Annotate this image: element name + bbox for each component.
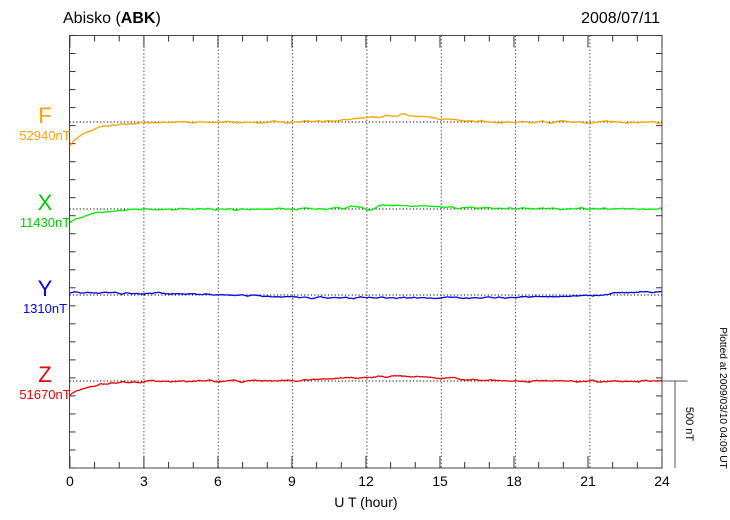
- svg-text:6: 6: [214, 473, 222, 489]
- svg-text:X: X: [38, 190, 53, 215]
- svg-text:18: 18: [506, 473, 522, 489]
- svg-text:12: 12: [358, 473, 374, 489]
- svg-text:51670nT: 51670nT: [19, 387, 70, 402]
- svg-text:1310nT: 1310nT: [23, 301, 67, 316]
- svg-text:24: 24: [654, 473, 670, 489]
- svg-text:F: F: [38, 103, 51, 128]
- svg-text:500 nT: 500 nT: [683, 407, 695, 442]
- svg-text:0: 0: [66, 473, 74, 489]
- svg-text:2008/07/11: 2008/07/11: [581, 10, 660, 27]
- svg-text:52940nT: 52940nT: [19, 128, 70, 143]
- svg-text:U T (hour): U T (hour): [334, 494, 397, 510]
- svg-text:9: 9: [288, 473, 296, 489]
- svg-text:3: 3: [140, 473, 148, 489]
- svg-text:Y: Y: [38, 276, 53, 301]
- svg-text:Abisko (ABK): Abisko (ABK): [63, 10, 161, 27]
- svg-text:Plotted at 2009/03/10 04:09 UT: Plotted at 2009/03/10 04:09 UT: [717, 327, 728, 469]
- svg-text:21: 21: [580, 473, 596, 489]
- svg-text:15: 15: [432, 473, 448, 489]
- svg-text:Z: Z: [38, 362, 51, 387]
- svg-text:11430nT: 11430nT: [20, 215, 70, 230]
